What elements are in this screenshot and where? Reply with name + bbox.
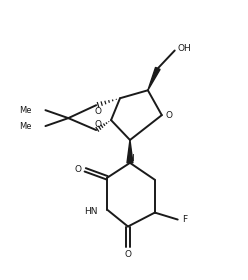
Polygon shape bbox=[148, 67, 160, 90]
Text: N: N bbox=[127, 154, 134, 164]
Text: O: O bbox=[95, 120, 102, 129]
Text: HN: HN bbox=[84, 207, 97, 216]
Polygon shape bbox=[127, 140, 133, 163]
Text: OH: OH bbox=[178, 44, 191, 53]
Text: F: F bbox=[182, 215, 187, 224]
Text: O: O bbox=[95, 107, 102, 116]
Text: O: O bbox=[165, 111, 172, 120]
Text: Me: Me bbox=[19, 106, 31, 115]
Text: O: O bbox=[124, 250, 131, 259]
Text: O: O bbox=[75, 165, 82, 174]
Text: Me: Me bbox=[19, 122, 31, 130]
